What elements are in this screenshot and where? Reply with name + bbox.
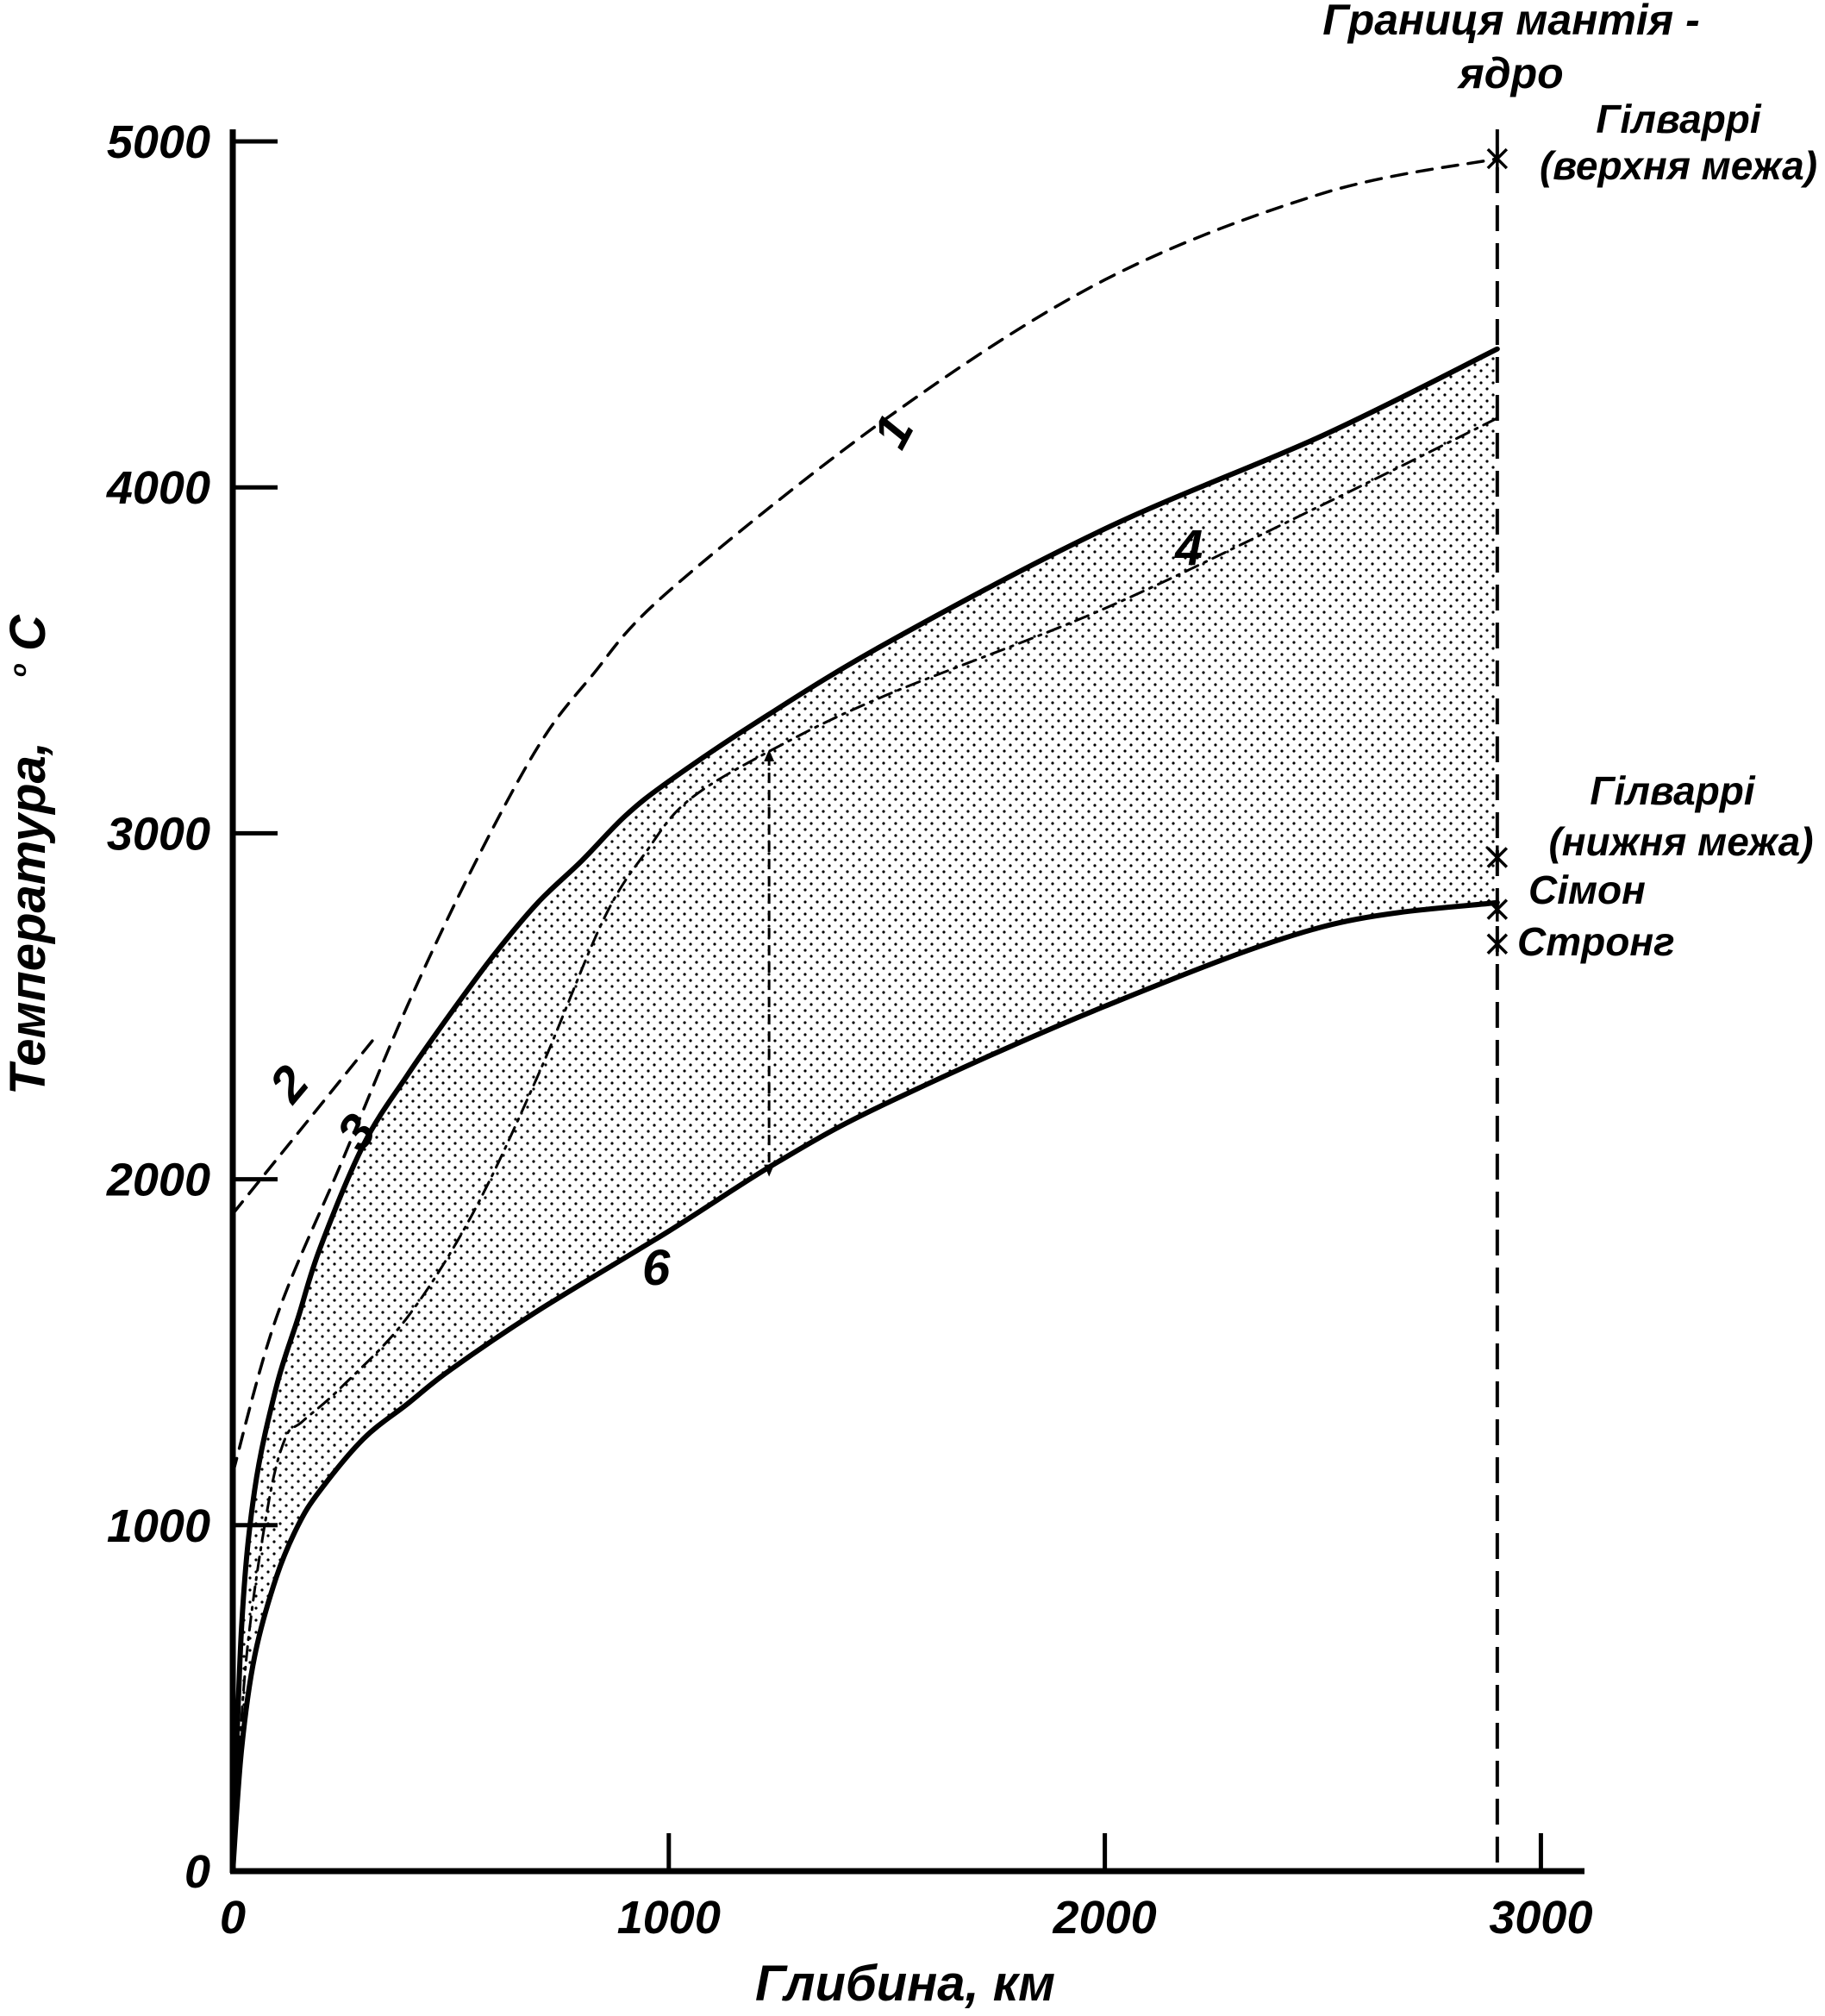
marker-3 (1486, 897, 1509, 922)
y-tick-label-5000: 5000 (107, 116, 210, 168)
boundary-title-line2: ядро (1456, 49, 1563, 97)
x-tick-label-0: 0 (220, 1892, 246, 1944)
series-line-4 (231, 416, 1499, 1873)
series-line-6 (230, 899, 1500, 1874)
y-tick-label-1000: 1000 (107, 1500, 210, 1552)
series-line-2 (231, 1039, 374, 1216)
y-axis-degree: о (5, 663, 31, 677)
shaded-area (233, 348, 1497, 1872)
y-tick-label-0: 0 (184, 1846, 210, 1898)
marker-1 (1486, 147, 1509, 172)
curve-label-2: 2 (259, 1055, 320, 1113)
y-axis-title: Температура, о С (0, 614, 56, 1095)
markers-layer (764, 147, 1509, 1177)
y-axis-label: Температура, (0, 742, 56, 1095)
gilvarri-lower-line1: Гілваррі (1590, 768, 1756, 813)
x-tick-label-3000: 3000 (1489, 1892, 1592, 1944)
marker-2 (1486, 845, 1509, 870)
simon-label: Сімон (1528, 867, 1646, 912)
x-axis-label: Глибина, км (755, 1956, 1055, 2012)
gilvarri-upper-line1: Гілваррі (1596, 97, 1762, 141)
x-tick-label-1000: 1000 (617, 1892, 721, 1944)
series-layer (230, 157, 1500, 1874)
y-axis-unit: С (0, 614, 56, 651)
shaded-region (233, 348, 1497, 1872)
curve-label-4: 4 (1174, 520, 1203, 576)
axes: 0 1000 2000 3000 4000 5000 0 1000 2000 3000 (106, 116, 1593, 1944)
y-tick-label-4000: 4000 (106, 462, 210, 514)
boundary-title-line1: Границя мантія - (1322, 0, 1700, 44)
series-line-3 (230, 346, 1500, 1874)
gilvarri-upper-line2: (верхня межа) (1540, 143, 1817, 188)
x-tick-label-2000: 2000 (1053, 1892, 1157, 1944)
y-tick-label-3000: 3000 (107, 808, 210, 860)
marker-4 (1486, 931, 1509, 956)
gilvarri-lower-line2: (нижня межа) (1548, 819, 1813, 864)
series-line-1 (231, 157, 1499, 1475)
strong-label: Стронг (1517, 919, 1675, 964)
y-tick-label-2000: 2000 (106, 1155, 210, 1206)
curve-label-6: 6 (642, 1240, 671, 1296)
